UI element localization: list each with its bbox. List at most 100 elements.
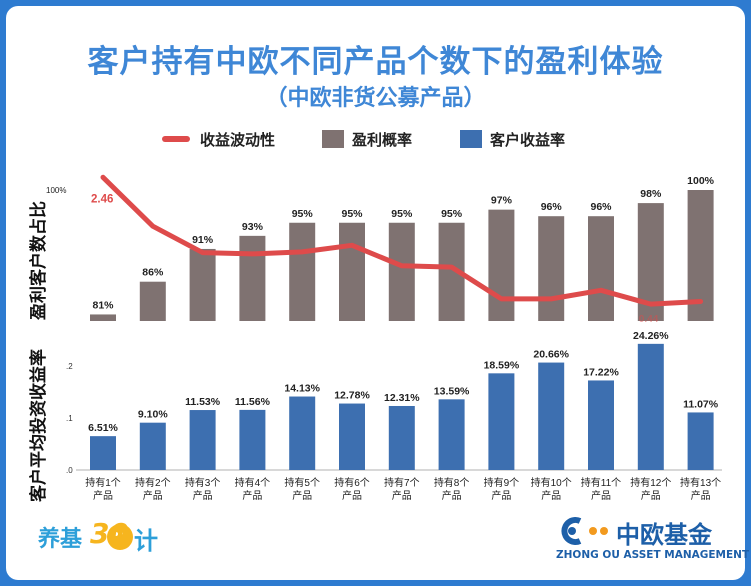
x-tick-label-line2: 产品 xyxy=(541,489,561,502)
return-value-label: 20.66% xyxy=(533,349,569,361)
return-value-label: 11.07% xyxy=(683,398,719,410)
x-tick-label-line1: 持有10个 xyxy=(531,476,572,489)
x-tick-label-line2: 产品 xyxy=(491,489,511,502)
profit-prob-bar xyxy=(388,222,415,321)
return-bar xyxy=(488,373,515,470)
profit-prob-bar xyxy=(139,281,166,321)
return-value-label: 11.53% xyxy=(185,396,221,408)
return-bar xyxy=(189,410,216,470)
volatility-last-label: 0.44 xyxy=(639,314,659,325)
return-value-label: 12.31% xyxy=(384,392,420,404)
profit-prob-value-label: 95% xyxy=(441,208,463,220)
return-bar xyxy=(538,362,565,470)
return-bar xyxy=(239,409,266,470)
return-bar xyxy=(139,422,166,470)
x-tick-label-line2: 产品 xyxy=(641,489,661,502)
brand-name: 中欧基金 xyxy=(616,521,712,549)
return-value-label: 11.56% xyxy=(235,396,271,408)
zhongou-logo: 中欧基金 ZHONG OU ASSET MANAGEMENT xyxy=(556,515,749,571)
bottom-y-tick-label: .1 xyxy=(66,414,73,423)
profit-prob-value-label: 93% xyxy=(242,221,264,233)
x-tick-label-line2: 产品 xyxy=(392,489,412,502)
return-bar xyxy=(588,380,614,470)
profit-prob-value-label: 95% xyxy=(292,208,314,220)
x-tick-label-line1: 持有7个 xyxy=(384,476,420,489)
profit-prob-bar xyxy=(289,222,316,321)
x-tick-label-line2: 产品 xyxy=(342,489,362,502)
yangji-logo-graphic xyxy=(107,524,133,550)
chart-subtitle: （中欧非货公募产品） xyxy=(265,86,486,111)
legend-blue-swatch xyxy=(460,130,482,148)
x-tick-label-line1: 持有11个 xyxy=(581,476,621,489)
return-value-label: 9.10% xyxy=(138,409,168,421)
volatility-first-label: 2.46 xyxy=(91,193,113,205)
bottom-y-tick-label: .2 xyxy=(66,362,73,371)
return-value-label: 17.22% xyxy=(583,366,619,378)
legend-gray-swatch xyxy=(322,130,344,148)
x-tick-label-line2: 产品 xyxy=(193,489,213,502)
return-value-label: 14.13% xyxy=(284,383,320,395)
legend-label-return: 客户收益率 xyxy=(490,131,566,149)
x-tick-label-line1: 持有9个 xyxy=(484,476,520,489)
x-tick-label-line2: 产品 xyxy=(442,489,462,502)
legend-line-swatch xyxy=(162,136,190,142)
x-tick-label-line1: 持有4个 xyxy=(235,476,271,489)
profit-prob-value-label: 100% xyxy=(687,175,715,187)
x-tick-label-line2: 产品 xyxy=(691,489,711,502)
profit-prob-value-label: 97% xyxy=(491,195,513,207)
x-tick-label-line1: 持有3个 xyxy=(185,476,221,489)
return-value-label: 24.26% xyxy=(633,330,669,342)
x-tick-label-line1: 持有2个 xyxy=(135,476,171,489)
brand-english-name: ZHONG OU ASSET MANAGEMENT xyxy=(556,549,750,561)
profit-prob-bar xyxy=(538,216,565,321)
profit-prob-value-label: 98% xyxy=(640,188,662,200)
profit-prob-value-label: 96% xyxy=(541,201,563,213)
profit-prob-bar xyxy=(189,248,216,321)
x-tick-label-line2: 产品 xyxy=(242,489,262,502)
x-tick-label-line1: 持有5个 xyxy=(284,476,320,489)
x-tick-label-line1: 持有13个 xyxy=(680,476,721,489)
return-bar xyxy=(438,399,465,470)
logo-text-ji: 计 xyxy=(134,527,158,555)
profit-prob-value-label: 86% xyxy=(142,267,164,279)
x-tick-label-line1: 持有6个 xyxy=(334,476,370,489)
profit-prob-value-label: 96% xyxy=(590,201,612,213)
chart-card xyxy=(6,6,745,580)
return-value-label: 6.51% xyxy=(88,422,118,434)
profit-prob-value-label: 95% xyxy=(391,208,413,220)
return-value-label: 18.59% xyxy=(484,359,520,371)
profit-prob-bar xyxy=(588,216,614,321)
legend-label-volatility: 收益波动性 xyxy=(200,131,276,149)
logo-number: 30 xyxy=(90,517,129,550)
return-bar xyxy=(339,403,365,470)
yangji-logo: 养基 30 计 xyxy=(38,515,158,565)
return-bar xyxy=(388,405,415,470)
return-value-label: 13.59% xyxy=(434,385,470,397)
profit-prob-bar xyxy=(488,209,515,321)
x-tick-label-line1: 持有12个 xyxy=(630,476,671,489)
chart-title: 客户持有中欧不同产品个数下的盈利体验 xyxy=(87,44,664,80)
return-value-label: 12.78% xyxy=(334,390,370,402)
legend-label-profit-prob: 盈利概率 xyxy=(352,131,413,149)
profit-prob-bar xyxy=(239,235,266,321)
bottom-y-tick-label: .0 xyxy=(66,466,73,475)
logo-text-yangji: 养基 xyxy=(38,527,83,552)
volatility-line xyxy=(100,174,704,307)
zhongou-mark-icon xyxy=(561,517,608,545)
x-tick-label-line2: 产品 xyxy=(93,489,113,502)
return-bar xyxy=(289,396,316,470)
x-tick-label-line1: 持有8个 xyxy=(434,476,470,489)
profit-prob-value-label: 95% xyxy=(341,208,363,220)
return-bar xyxy=(90,436,116,470)
profit-prob-value-label: 91% xyxy=(192,234,214,246)
profit-prob-value-label: 81% xyxy=(92,299,114,311)
x-tick-label-line1: 持有1个 xyxy=(85,476,121,489)
x-tick-label-line2: 产品 xyxy=(143,489,163,502)
return-bar xyxy=(687,412,714,470)
x-tick-label-line2: 产品 xyxy=(591,489,611,502)
profit-prob-bar xyxy=(339,222,365,321)
x-tick-label-line2: 产品 xyxy=(292,489,312,502)
return-bar xyxy=(637,343,664,470)
profit-prob-bar xyxy=(90,314,116,321)
